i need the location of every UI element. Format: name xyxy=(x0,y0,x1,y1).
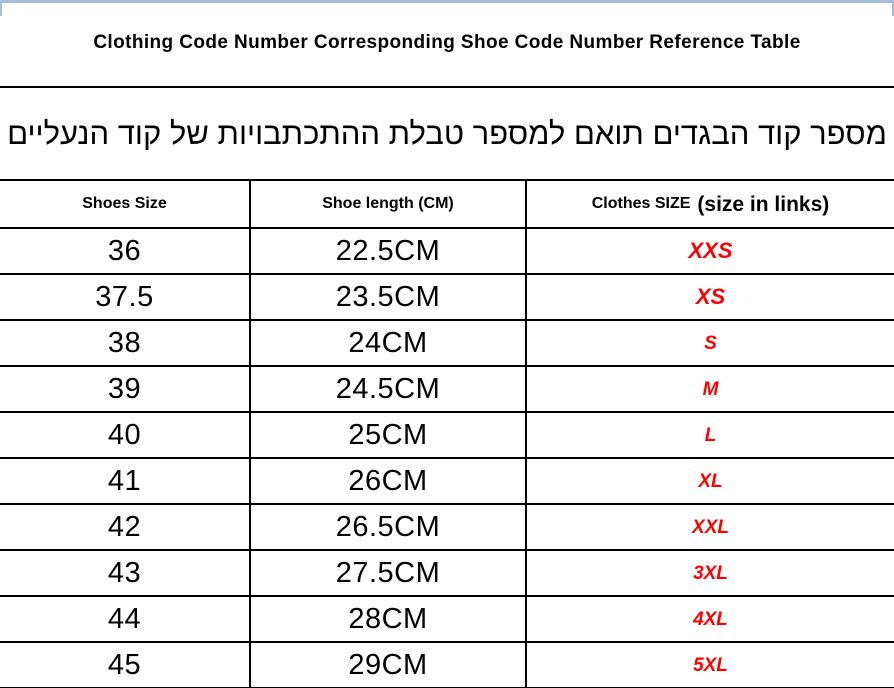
table-row: 36 22.5CM XXS xyxy=(0,229,894,275)
table-row: 38 24CM S xyxy=(0,321,894,367)
shoe-length-cell: 26CM xyxy=(249,459,525,503)
table-row: 45 29CM 5XL xyxy=(0,643,894,688)
clothes-size-cell: L xyxy=(525,413,894,457)
shoe-length-cell: 24.5CM xyxy=(249,367,525,411)
page-title-hebrew: מספר קוד הבגדים תואם למספר טבלת ההתכתבוי… xyxy=(7,115,887,151)
clothes-size-cell: XL xyxy=(525,459,894,503)
clothes-size-cell: S xyxy=(525,321,894,365)
header-clothes-size-label: Clothes SIZE xyxy=(591,195,691,212)
shoe-size-cell: 45 xyxy=(107,648,142,681)
shoe-length-cell: 22.5CM xyxy=(249,229,525,273)
shoe-size-cell: 44 xyxy=(107,602,142,635)
table-row: 37.5 23.5CM XS xyxy=(0,275,894,321)
table-row: 44 28CM 4XL xyxy=(0,597,894,643)
shoe-size-cell: 39 xyxy=(107,372,142,405)
top-accent-right-stub xyxy=(892,0,894,16)
page-title: Clothing Code Number Corresponding Shoe … xyxy=(93,32,801,53)
table-row: 39 24.5CM M xyxy=(0,367,894,413)
table-row: 43 27.5CM 3XL xyxy=(0,551,894,597)
shoe-length-cell: 29CM xyxy=(249,643,525,687)
table-row: 42 26.5CM XXL xyxy=(0,505,894,551)
table-row: 40 25CM L xyxy=(0,413,894,459)
shoe-length-cell: 23.5CM xyxy=(249,275,525,319)
clothes-size-cell: XS xyxy=(525,275,894,319)
shoe-size-cell: 38 xyxy=(107,326,142,359)
top-accent-left-stub xyxy=(0,0,2,16)
hebrew-title-section: מספר קוד הבגדים תואם למספר טבלת ההתכתבוי… xyxy=(0,88,894,181)
shoe-length-cell: 28CM xyxy=(249,597,525,641)
shoe-size-cell: 42 xyxy=(107,510,142,543)
clothes-size-cell: 5XL xyxy=(525,643,894,687)
shoe-size-cell: 37.5 xyxy=(95,280,154,313)
table-header-row: Shoes Size Shoe length (CM) Clothes SIZE… xyxy=(0,181,894,229)
clothes-size-cell: XXL xyxy=(525,505,894,549)
header-shoe-length: Shoe length (CM) xyxy=(249,181,525,227)
clothes-size-cell: M xyxy=(525,367,894,411)
shoe-size-cell: 40 xyxy=(107,418,142,451)
shoe-length-cell: 25CM xyxy=(249,413,525,457)
clothes-size-cell: 3XL xyxy=(525,551,894,595)
shoe-size-cell: 36 xyxy=(107,234,142,267)
shoe-size-cell: 43 xyxy=(107,556,142,589)
top-accent-border xyxy=(0,0,894,3)
shoe-size-cell: 41 xyxy=(107,464,142,497)
header-shoes-size: Shoes Size xyxy=(82,195,167,212)
table-body: 36 22.5CM XXS 37.5 23.5CM XS 38 24CM S 3… xyxy=(0,229,894,688)
english-title-section: Clothing Code Number Corresponding Shoe … xyxy=(0,0,894,88)
header-size-in-links-label: (size in links) xyxy=(697,192,830,216)
clothes-size-cell: XXS xyxy=(525,229,894,273)
shoe-length-cell: 27.5CM xyxy=(249,551,525,595)
table-row: 41 26CM XL xyxy=(0,459,894,505)
header-clothes-size: Clothes SIZE (size in links) xyxy=(525,181,894,227)
shoe-length-cell: 24CM xyxy=(249,321,525,365)
shoe-length-cell: 26.5CM xyxy=(249,505,525,549)
size-reference-table: Shoes Size Shoe length (CM) Clothes SIZE… xyxy=(0,181,894,688)
clothes-size-cell: 4XL xyxy=(525,597,894,641)
